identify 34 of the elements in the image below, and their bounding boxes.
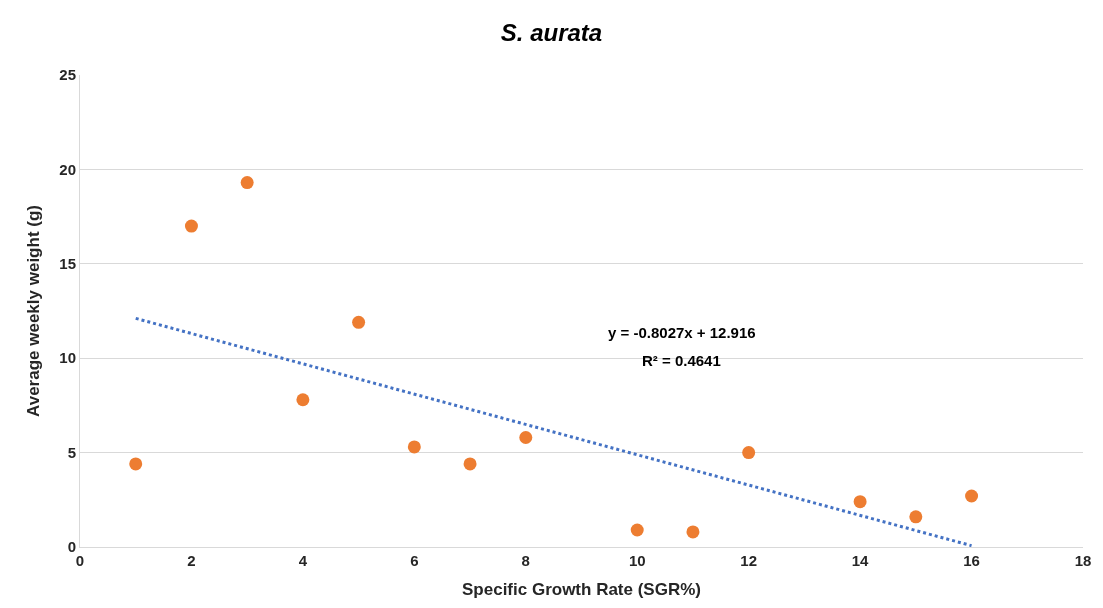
y-tick-label: 20 — [59, 160, 76, 178]
y-tick-label: 5 — [67, 443, 76, 461]
y-tick-label: 0 — [67, 538, 76, 556]
annotation: R² = 0.4641 — [642, 352, 721, 369]
x-axis-title: Specific Growth Rate (SGR%) — [462, 580, 701, 600]
y-tick-label: 25 — [59, 66, 76, 84]
point — [519, 431, 533, 444]
point — [909, 510, 923, 524]
annotation: y = -0.8027x + 12.916 — [608, 324, 756, 341]
x-tick-label: 14 — [851, 552, 870, 569]
x-tick-label: 6 — [410, 552, 419, 569]
point — [129, 457, 143, 471]
x-tick-label: 4 — [298, 552, 308, 569]
point — [965, 489, 979, 503]
y-axis-title: Average weekly weight (g) — [23, 205, 43, 417]
point — [240, 176, 254, 190]
x-tick-label: 2 — [187, 552, 196, 569]
point — [296, 393, 310, 407]
y-tick-label: 15 — [59, 255, 76, 273]
chart-title: S. aurata — [500, 19, 603, 47]
y-tick-label: 10 — [59, 349, 76, 367]
x-tick-label: 10 — [628, 552, 646, 569]
point — [630, 523, 644, 537]
point — [407, 440, 421, 454]
point — [853, 495, 867, 509]
x-tick-label: 12 — [740, 552, 758, 569]
x-tick-label: 16 — [963, 552, 980, 569]
x-tick-label: 18 — [1074, 552, 1092, 569]
point — [463, 457, 477, 471]
point — [742, 446, 756, 460]
point — [686, 525, 700, 539]
point — [352, 315, 366, 329]
x-tick-label: 8 — [521, 552, 530, 569]
point — [184, 219, 198, 233]
